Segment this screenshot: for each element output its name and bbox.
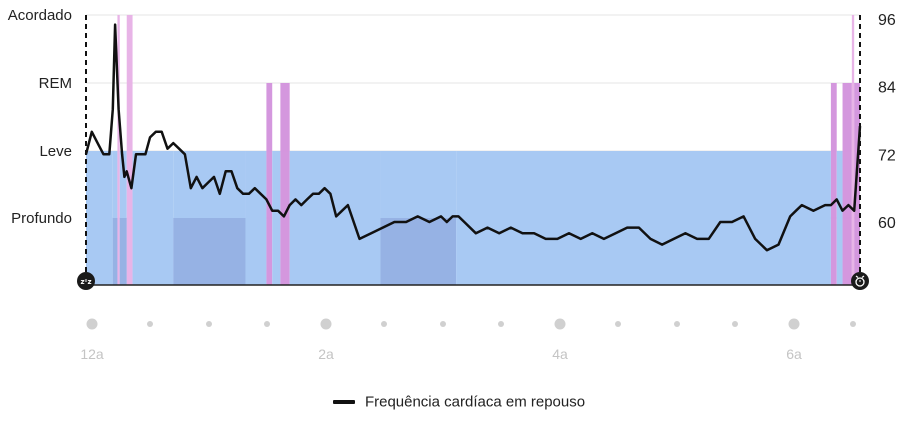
stage-bar-13 [456,151,831,285]
time-label-6a: 6a [786,346,802,362]
minor-dot [206,321,212,327]
minor-dot [440,321,446,327]
minor-dot [732,321,738,327]
stage-label-profundo: Profundo [11,210,72,227]
heart-rate-series [84,23,862,252]
zzz-icon: zᶻz [77,272,95,290]
hour-dot [788,318,800,330]
stage-bar-16 [842,83,852,285]
minor-dot [264,321,270,327]
stage-bar-11 [289,151,381,285]
legend: Frequência cardíaca em repouso [0,393,918,411]
stage-bar-1 [112,218,118,285]
stage-bar-3 [119,218,127,285]
time-label-2a: 2a [318,346,334,362]
time-ticks [86,318,856,330]
minor-dot [615,321,621,327]
stage-label-acordado: Acordado [8,7,72,24]
hr-tick-label-84: 84 [878,80,896,97]
minor-dot [147,321,153,327]
zzz-icon-bg [77,272,95,290]
stage-bar-14 [830,83,837,285]
minor-dot [381,321,387,327]
time-label-12a: 12a [80,346,104,362]
stage-bar-15 [836,151,843,285]
stage-bar-9 [272,151,281,285]
stage-bar-8 [266,83,273,285]
axes [85,15,861,286]
legend-label: Frequência cardíaca em repouso [364,393,586,411]
heart-rate-line [84,23,862,252]
stage-bar-17 [851,15,855,285]
stage-bar-5 [132,151,174,285]
time-label-4a: 4a [552,346,568,362]
hr-tick-label-72: 72 [878,147,896,164]
stage-bar-7 [245,151,267,285]
legend-line-swatch [332,400,355,405]
hour-dot [86,318,98,330]
stage-bar-4 [126,15,133,285]
hr-tick-label-96: 96 [878,12,896,29]
stage-bar-0 [86,151,113,285]
stage-bar-2 [117,15,120,285]
axis-labels: Acordado REM Leve Profundo 96 84 72 60 12a 2a 4a 6a [8,7,896,362]
alarm-clock-icon [851,272,869,290]
hr-tick-label-60: 60 [878,215,896,232]
hour-dot [554,318,566,330]
zzz-icon-glyph: zᶻz [80,278,91,286]
stage-bar-10 [280,83,290,285]
minor-dot [850,321,856,327]
minor-dot [674,321,680,327]
alarm-icon-bell-left [855,275,859,278]
alarm-icon-bell-right [861,275,865,278]
hour-dot [320,318,332,330]
minor-dot [498,321,504,327]
sleep-stage-bars [86,15,860,285]
stage-label-leve: Leve [39,143,72,160]
marker-icons: zᶻz [77,272,869,290]
stage-bar-6 [173,218,246,285]
stage-label-rem: REM [39,75,72,92]
alarm-icon-face [855,277,865,287]
stage-bar-12 [380,218,457,285]
